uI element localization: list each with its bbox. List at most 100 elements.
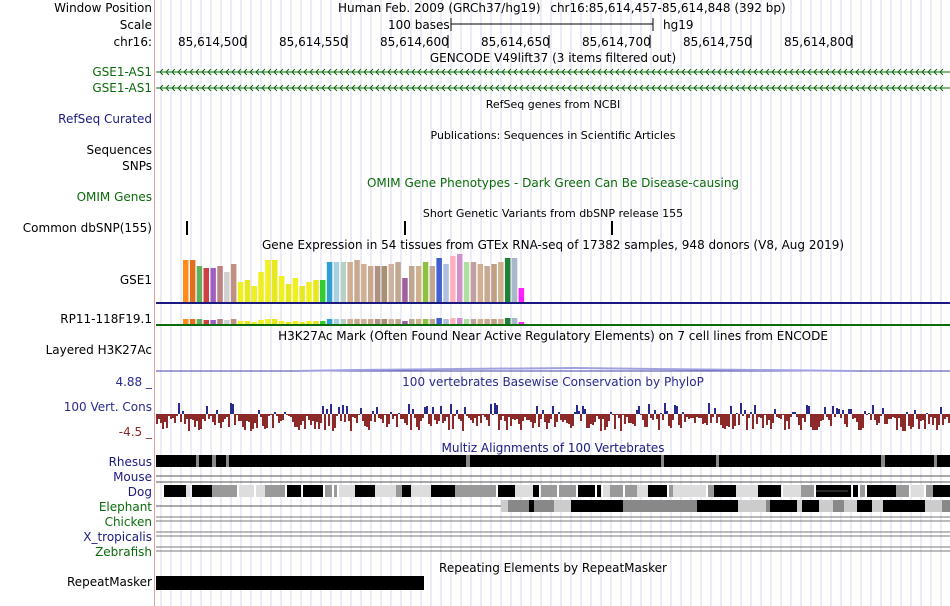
cons-bar-negative	[246, 414, 248, 421]
gtex-tissue-bar-rp11	[457, 318, 463, 324]
cons-bar-positive	[322, 406, 324, 414]
gtex-gene-label-gse1[interactable]: GSE1	[119, 273, 152, 287]
cons-bar-positive	[326, 409, 328, 414]
species-label-elephant[interactable]: Elephant	[98, 500, 152, 514]
gtex-tissue-bar	[272, 260, 278, 302]
species-label-rhesus[interactable]: Rhesus	[108, 455, 152, 469]
refseq-title[interactable]: RefSeq genes from NCBI	[485, 98, 621, 111]
cons-bar-negative	[570, 414, 572, 428]
gtex-tissue-bar-rp11	[443, 319, 449, 324]
cons-bar-negative	[890, 414, 892, 419]
gencode-strand-arrow	[561, 68, 566, 76]
cons-bar-negative	[278, 414, 280, 423]
dog-alignment	[783, 485, 801, 497]
label-divider	[154, 0, 155, 606]
gencode-title[interactable]: GENCODE V49lift37 (3 items filtered out)	[429, 51, 677, 65]
cons-bar-positive	[216, 410, 218, 414]
gencode-item-label-2[interactable]: GSE1-AS1	[92, 81, 152, 95]
ruler-tick-label: 85,614,750	[683, 35, 752, 49]
rhesus-alignment	[716, 455, 719, 467]
gtex-tissue-bar	[313, 280, 319, 302]
cons-bar-positive	[496, 405, 498, 414]
repeatmasker-label[interactable]: RepeatMasker	[66, 575, 152, 589]
gencode-strand-arrow	[321, 84, 326, 92]
species-label-mouse[interactable]: Mouse	[113, 470, 152, 484]
dog-alignment	[355, 485, 369, 497]
dog-alignment	[303, 485, 323, 497]
gtex-gene-label-rp11[interactable]: RP11-118F19.1	[60, 312, 152, 326]
h3k27ac-label[interactable]: Layered H3K27Ac	[45, 343, 152, 357]
dog-alignment	[933, 485, 939, 497]
cons-bar-negative	[318, 414, 320, 429]
cons-bar-negative	[652, 414, 654, 420]
gencode-strand-arrow	[483, 68, 488, 76]
gencode-strand-arrow	[777, 84, 782, 92]
species-label-chicken[interactable]: Chicken	[104, 515, 152, 529]
gencode-strand-arrow	[573, 84, 578, 92]
cons-bar-positive	[838, 409, 840, 414]
dog-alignment	[860, 485, 865, 497]
dbsnp-label[interactable]: Common dbSNP(155)	[22, 221, 152, 235]
dog-alignment	[926, 485, 933, 497]
gtex-tissue-bar-rp11	[511, 318, 518, 324]
species-label-dog[interactable]: Dog	[127, 485, 152, 499]
track-area[interactable]: Human Feb. 2009 (GRCh37/hg19) chr16:85,6…	[156, 0, 950, 606]
cons-label[interactable]: 100 Vert. Cons	[63, 400, 152, 414]
cons-bar-negative	[306, 414, 308, 416]
dog-alignment	[578, 485, 595, 497]
gencode-item-label-1[interactable]: GSE1-AS1	[92, 65, 152, 79]
pubs-sequences-label[interactable]: Sequences	[86, 143, 152, 157]
gencode-strand-arrow	[711, 68, 716, 76]
cons-bar-negative	[172, 414, 174, 418]
cons-bar-negative	[292, 414, 294, 422]
gencode-strand-arrow	[225, 84, 230, 92]
dog-alignment	[192, 485, 212, 497]
gtex-tissue-bar-rp11	[333, 319, 340, 324]
cons-bar-negative	[418, 414, 420, 430]
species-label-xtropicalis[interactable]: X_tropicalis	[83, 530, 152, 544]
h3k27ac-title[interactable]: H3K27Ac Mark (Often Found Near Active Re…	[278, 329, 828, 343]
position-text[interactable]: chr16:85,614,457-85,614,848 (392 bp)	[550, 1, 786, 15]
gencode-strand-arrow	[681, 84, 686, 92]
cons-title[interactable]: 100 vertebrates Basewise Conservation by…	[402, 375, 704, 389]
gencode-strand-arrow	[243, 68, 248, 76]
omim-label[interactable]: OMIM Genes	[76, 190, 152, 204]
gencode-strand-arrow	[315, 68, 320, 76]
cons-bar-negative	[684, 414, 686, 422]
elephant-alignment	[657, 500, 677, 512]
gtex-tissue-bar	[395, 262, 401, 302]
elephant-alignment	[819, 500, 833, 512]
gencode-strand-arrow	[621, 68, 626, 76]
cons-bar-negative	[944, 414, 946, 419]
scale-label: Scale	[119, 18, 152, 32]
cons-bar-negative	[858, 414, 860, 430]
cons-bar-positive	[638, 406, 640, 414]
pubs-title[interactable]: Publications: Sequences in Scientific Ar…	[430, 129, 676, 142]
cons-bar-negative	[444, 414, 446, 421]
cons-bar-negative	[288, 414, 290, 416]
cons-bar-negative	[580, 414, 582, 421]
cons-bar-negative	[634, 414, 636, 426]
dbsnp-title[interactable]: Short Genetic Variants from dbSNP releas…	[422, 207, 684, 220]
cons-bar-positive	[806, 405, 808, 414]
species-label-zebrafish[interactable]: Zebrafish	[95, 545, 152, 559]
cons-bar-negative	[166, 414, 168, 428]
gencode-strand-arrow	[219, 84, 224, 92]
gencode-strand-arrow	[255, 84, 260, 92]
gencode-strand-arrow	[525, 68, 530, 76]
omim-title[interactable]: OMIM Gene Phenotypes - Dark Green Can Be…	[366, 176, 740, 190]
cons-bar-negative	[586, 414, 588, 428]
gencode-strand-arrow	[573, 68, 578, 76]
gencode-strand-arrow	[309, 84, 314, 92]
cons-bar-negative	[756, 414, 758, 424]
refseq-label[interactable]: RefSeq Curated	[58, 112, 152, 126]
gencode-strand-arrow	[873, 84, 878, 92]
gtex-title[interactable]: Gene Expression in 54 tissues from GTEx …	[261, 238, 845, 252]
snp-mark	[404, 221, 406, 235]
multiz-title[interactable]: Multiz Alignments of 100 Vertebrates	[441, 441, 665, 455]
pubs-snps-label[interactable]: SNPs	[122, 159, 152, 173]
repeatmasker-title[interactable]: Repeating Elements by RepeatMasker	[439, 561, 667, 575]
cons-bar-positive	[346, 406, 348, 414]
gencode-strand-arrow	[549, 84, 554, 92]
